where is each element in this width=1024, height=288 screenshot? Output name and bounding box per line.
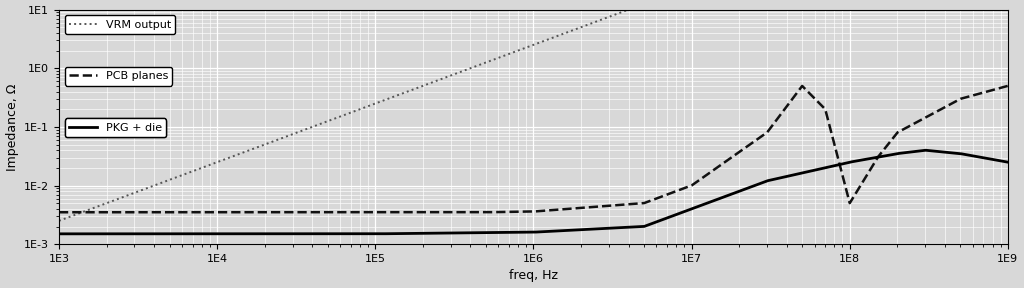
PCB planes <box>1001 84 1014 88</box>
PKG + die <box>757 181 769 184</box>
PKG + die <box>1001 160 1014 164</box>
PKG + die <box>920 149 932 152</box>
PCB planes <box>100 211 113 214</box>
X-axis label: freq, Hz: freq, Hz <box>509 270 558 283</box>
PCB planes <box>614 203 627 207</box>
VRM output <box>53 219 66 223</box>
VRM output <box>100 201 113 205</box>
PCB planes <box>655 195 668 198</box>
PCB planes <box>396 211 409 214</box>
PKG + die <box>807 169 819 172</box>
PKG + die <box>100 232 113 236</box>
VRM output <box>396 92 409 95</box>
PKG + die <box>53 232 66 236</box>
Line: VRM output: VRM output <box>59 0 1008 221</box>
VRM output <box>614 11 627 14</box>
PKG + die <box>655 218 668 221</box>
Line: PKG + die: PKG + die <box>59 150 1008 234</box>
PCB planes <box>807 95 819 99</box>
PKG + die <box>614 226 627 230</box>
Legend: PKG + die: PKG + die <box>65 118 166 137</box>
Y-axis label: Impedance, Ω: Impedance, Ω <box>5 83 18 170</box>
PCB planes <box>53 211 66 214</box>
PCB planes <box>757 134 769 137</box>
PKG + die <box>396 232 409 235</box>
Line: PCB planes: PCB planes <box>59 86 1008 212</box>
